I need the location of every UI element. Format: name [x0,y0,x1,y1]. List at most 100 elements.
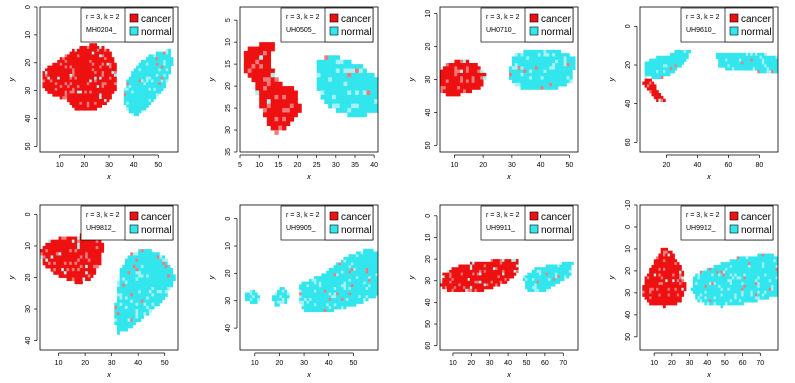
tile-cancer [86,82,90,86]
tile-cancer [86,68,90,72]
tile-normal [526,86,530,90]
tile-normal [143,280,147,285]
tile-normal [713,267,717,272]
tile-cancer [672,256,675,260]
tile-cancer [446,278,450,282]
tile-normal [688,50,691,54]
tile-normal [759,296,763,300]
tile-cancer [87,274,91,278]
tile-normal [569,63,573,67]
tile-normal [729,267,733,272]
tile-cancer [463,280,466,284]
tile-cancer [286,99,291,105]
tile-cancer [663,299,666,303]
tile-cancer [90,261,94,266]
tile-normal [138,299,142,304]
tile-cancer [89,76,93,80]
tile-normal [743,61,747,65]
tile-normal [766,282,770,286]
tile-normal [114,315,118,319]
tile-normal [336,278,339,283]
tile-cancer [74,65,78,69]
tile-cancer [456,280,459,284]
tile-normal [375,284,378,288]
tile-normal [365,295,369,299]
tissue-tiles [642,50,778,103]
tile-normal [130,261,134,266]
tile-normal [162,283,166,288]
tile-normal [335,90,341,96]
tile-normal [525,286,528,290]
tile-normal [545,272,549,276]
tile-normal [358,81,364,87]
tile-cancer [82,255,86,259]
tile-cancer [451,92,455,97]
tile-normal [569,79,573,84]
tile-normal [706,284,710,289]
tile-cancer [448,82,452,87]
tile-cancer [676,262,680,266]
tile-cancer [474,283,478,287]
tile-normal [145,99,149,103]
tile-normal [764,293,767,297]
tile-cancer [486,269,489,274]
tile-cancer [460,69,464,74]
tile-normal [145,93,149,97]
tile-cancer [255,55,260,61]
tile-cancer [442,66,447,71]
tile-cancer [113,76,117,80]
tile-normal [148,76,152,80]
tile-cancer [479,288,482,292]
tile-cancer [480,69,484,74]
tile-cancer [651,273,655,277]
tile-normal [281,287,285,291]
tile-normal [335,81,341,87]
tile-cancer [270,77,275,83]
tile-normal [140,290,144,294]
tile-cancer [93,258,97,263]
tile-cancer [495,261,498,265]
tile-cancer [449,275,452,279]
tile-normal [122,309,126,313]
tile-cancer [61,236,65,241]
tile-normal [734,282,737,286]
tile-cancer [93,264,97,269]
tile-normal [156,268,160,272]
tile-normal [537,53,542,57]
tile-cancer [465,59,470,64]
tile-normal [736,259,740,263]
tile-normal [755,276,758,280]
tile-normal [348,281,352,285]
tile-cancer [243,68,249,74]
tile-normal [318,308,322,313]
tile-normal [363,276,367,280]
tile-normal [725,287,728,292]
tile-normal [333,289,337,293]
tile-normal [279,295,283,299]
tile-cancer [463,79,467,84]
tile-normal [718,293,721,297]
tile-normal [748,61,751,65]
tile-cancer [665,293,668,297]
tile-cancer [64,93,68,97]
tile-cancer [111,65,115,69]
tile-cancer [62,76,66,80]
tile-normal [336,306,339,310]
tile-normal [309,303,312,307]
tile-normal [333,265,337,269]
tile-normal [538,272,542,276]
tile-cancer [448,69,452,74]
tile-cancer [495,283,498,287]
tile-cancer [90,268,94,272]
tile-cancer [86,87,90,92]
tile-normal [375,276,378,280]
tile-cancer [64,62,68,66]
tile-normal [548,278,551,282]
tile-cancer [676,282,680,286]
tile-normal [743,259,747,263]
tile-normal [140,274,144,278]
tile-normal [119,299,123,304]
tile-normal [332,99,337,105]
tile-normal [336,276,339,280]
tile-normal [715,279,719,283]
